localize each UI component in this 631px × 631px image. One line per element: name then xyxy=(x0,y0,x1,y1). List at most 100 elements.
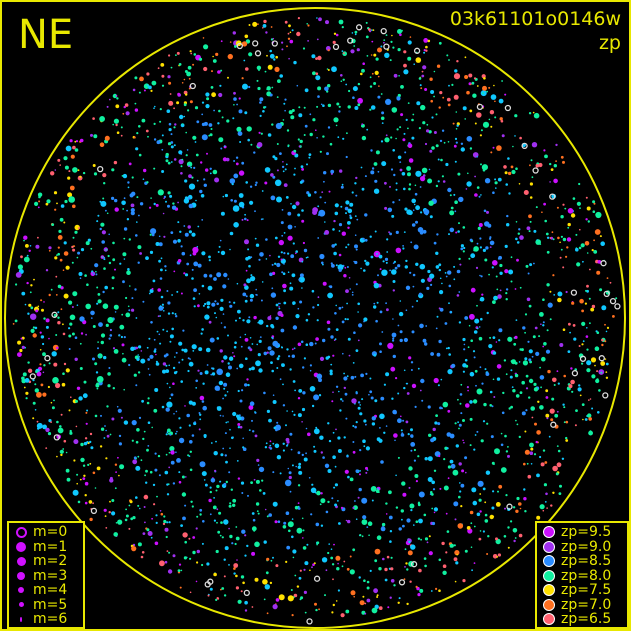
star-marker xyxy=(55,334,58,336)
star-marker xyxy=(435,265,440,269)
star-marker xyxy=(349,569,355,575)
star-marker xyxy=(30,313,37,320)
star-marker xyxy=(395,506,399,509)
star-marker xyxy=(180,153,183,155)
star-marker xyxy=(581,362,584,365)
star-marker xyxy=(318,378,322,383)
star-marker xyxy=(114,463,118,466)
star-marker xyxy=(383,39,386,41)
star-marker xyxy=(59,449,64,454)
star-marker xyxy=(361,123,364,126)
star-marker xyxy=(257,464,260,466)
star-marker xyxy=(164,470,169,475)
star-marker xyxy=(285,437,290,442)
star-marker xyxy=(587,220,590,223)
star-marker xyxy=(197,369,200,372)
star-marker xyxy=(296,31,301,37)
star-marker xyxy=(272,155,276,159)
star-marker xyxy=(216,508,219,511)
star-marker xyxy=(195,527,198,530)
star-marker xyxy=(458,291,461,293)
star-marker xyxy=(32,401,36,405)
star-marker xyxy=(452,122,455,125)
star-marker xyxy=(574,424,577,427)
star-marker xyxy=(160,295,164,299)
magnitude-legend-label: m=3 xyxy=(33,567,68,584)
star-marker xyxy=(122,112,125,115)
star-marker xyxy=(355,469,359,473)
star-marker xyxy=(529,182,534,186)
star-marker xyxy=(236,414,240,418)
star-marker xyxy=(241,529,246,534)
star-marker xyxy=(115,471,117,473)
star-marker xyxy=(173,413,175,415)
star-marker xyxy=(147,421,151,425)
star-marker xyxy=(462,250,465,253)
star-marker xyxy=(138,91,141,94)
star-marker xyxy=(80,332,84,335)
star-marker xyxy=(97,341,99,343)
star-marker xyxy=(370,170,375,175)
star-marker xyxy=(106,405,109,408)
star-marker xyxy=(253,151,256,154)
star-marker xyxy=(406,518,411,523)
star-marker xyxy=(570,367,573,370)
star-marker xyxy=(112,258,116,262)
star-marker xyxy=(458,222,460,225)
star-marker xyxy=(184,196,189,200)
star-marker xyxy=(403,63,407,68)
star-marker xyxy=(443,458,446,461)
star-marker xyxy=(431,116,434,119)
star-marker xyxy=(347,337,351,341)
star-marker xyxy=(248,85,251,89)
star-marker xyxy=(592,210,596,213)
star-marker xyxy=(282,525,287,529)
star-marker xyxy=(456,553,459,556)
star-marker xyxy=(122,352,124,355)
star-marker xyxy=(168,364,170,367)
star-marker xyxy=(130,517,134,521)
star-marker xyxy=(397,29,402,34)
star-marker xyxy=(546,236,550,239)
star-marker xyxy=(37,305,40,308)
star-marker xyxy=(57,427,64,434)
star-marker xyxy=(123,420,129,425)
star-marker xyxy=(386,308,389,312)
star-marker xyxy=(108,261,112,265)
star-marker xyxy=(360,166,363,169)
star-marker xyxy=(299,180,303,184)
star-marker xyxy=(421,399,424,402)
star-marker xyxy=(420,87,423,90)
star-marker xyxy=(195,199,197,202)
star-marker xyxy=(244,34,249,39)
star-marker xyxy=(153,167,156,170)
star-marker xyxy=(45,447,48,449)
star-marker xyxy=(42,392,47,397)
star-marker xyxy=(392,354,396,359)
star-marker xyxy=(400,433,405,437)
star-marker xyxy=(399,168,403,172)
star-marker xyxy=(188,424,191,427)
star-marker xyxy=(138,416,142,419)
star-marker xyxy=(165,535,168,539)
star-marker xyxy=(510,405,513,409)
star-marker xyxy=(424,88,428,91)
star-marker xyxy=(584,418,588,421)
star-marker xyxy=(424,142,428,146)
star-marker xyxy=(297,451,301,455)
star-marker xyxy=(198,428,201,431)
star-marker xyxy=(402,138,406,142)
star-marker xyxy=(153,122,156,125)
star-marker xyxy=(318,394,322,397)
star-marker xyxy=(218,245,221,248)
star-marker xyxy=(550,168,554,172)
star-marker xyxy=(425,325,428,327)
star-marker xyxy=(280,313,284,317)
star-marker xyxy=(560,235,564,238)
star-marker xyxy=(321,261,324,265)
star-marker xyxy=(320,524,324,527)
star-marker xyxy=(151,233,155,237)
star-marker xyxy=(218,137,224,143)
star-marker xyxy=(301,517,304,520)
